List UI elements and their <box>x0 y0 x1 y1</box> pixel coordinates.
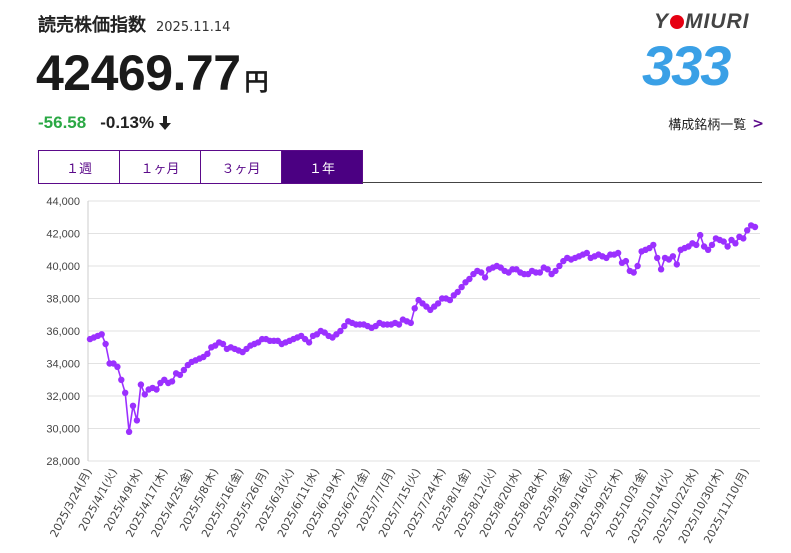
tab-1year[interactable]: １年 <box>282 150 363 184</box>
index-date: 2025.11.14 <box>156 20 231 35</box>
tab-label: ３ヶ月 <box>221 161 261 177</box>
tab-label: １ヶ月 <box>140 161 180 177</box>
data-point <box>466 275 473 283</box>
data-point <box>434 300 442 307</box>
data-point <box>98 331 105 338</box>
price-display: 42469.77 円 <box>36 44 269 102</box>
data-point <box>153 386 160 393</box>
logo-brand-left: Y <box>654 10 670 33</box>
data-point <box>204 350 211 357</box>
data-point <box>446 296 454 304</box>
data-point <box>704 246 712 253</box>
data-point <box>137 381 145 388</box>
data-point <box>407 319 414 327</box>
arrow-down-icon <box>159 116 172 130</box>
data-point <box>395 321 403 328</box>
index-line-chart: 28,000 30,000 32,000 34,000 36,000 38,000 40,0… <box>46 196 760 546</box>
data-point <box>751 223 759 231</box>
yomiuri-333-logo: Y MIURI 333 <box>640 8 765 100</box>
data-point <box>478 269 485 276</box>
data-point <box>720 238 727 245</box>
data-point <box>122 389 129 396</box>
y-tick-label: 34,000 <box>46 359 80 371</box>
index-price: 42469.77 <box>36 45 241 101</box>
y-tick-label: 42,000 <box>46 229 80 241</box>
data-point <box>133 417 141 424</box>
chevron-right-icon: > <box>752 115 764 132</box>
data-point <box>583 249 590 257</box>
constituents-label: 構成銘柄一覧 <box>668 118 747 133</box>
logo-number: 333 <box>642 34 731 97</box>
data-point <box>176 371 184 379</box>
price-unit: 円 <box>244 68 269 96</box>
data-point <box>411 305 418 312</box>
data-point <box>724 243 731 250</box>
data-point <box>180 366 188 374</box>
data-point <box>634 262 641 270</box>
data-point <box>536 269 544 276</box>
data-point <box>102 340 109 348</box>
data-point <box>693 241 700 249</box>
data-point <box>305 339 313 346</box>
data-point <box>669 253 677 260</box>
red-dot-icon <box>670 15 685 30</box>
data-point <box>732 240 739 247</box>
data-point <box>458 283 465 291</box>
header: 読売株価指数 2025.11.14 <box>38 11 230 37</box>
data-point <box>552 267 559 275</box>
y-tick-label: 38,000 <box>46 294 80 306</box>
data-point <box>114 363 121 370</box>
tab-divider <box>362 182 762 183</box>
data-point <box>630 269 637 276</box>
y-tick-label: 40,000 <box>46 261 80 273</box>
data-point <box>556 262 563 270</box>
index-title: 読売株価指数 <box>38 15 146 36</box>
tab-1month[interactable]: １ヶ月 <box>120 150 201 184</box>
data-point <box>744 227 751 234</box>
data-point <box>219 340 227 348</box>
tab-1week[interactable]: １週 <box>38 150 120 184</box>
data-point <box>673 261 680 268</box>
data-point <box>740 235 747 242</box>
data-point <box>650 241 657 249</box>
data-point <box>129 402 137 409</box>
data-point <box>337 327 344 335</box>
y-tick-label: 28,000 <box>46 456 80 468</box>
logo-brand: Y MIURI <box>654 10 750 34</box>
change-value: -56.58 <box>38 113 87 132</box>
data-point <box>654 254 661 262</box>
data-point <box>614 249 622 257</box>
y-tick-label: 30,000 <box>46 424 80 436</box>
period-tabs: １週 １ヶ月 ３ヶ月 １年 <box>38 150 363 184</box>
logo-brand-right: MIURI <box>685 10 750 33</box>
tab-3month[interactable]: ３ヶ月 <box>201 150 282 184</box>
data-point <box>118 376 125 383</box>
data-point <box>141 391 148 398</box>
data-point <box>481 274 489 281</box>
data-point <box>454 288 461 296</box>
y-tick-label: 44,000 <box>46 196 80 208</box>
data-point <box>125 428 133 435</box>
tab-label: １週 <box>65 161 92 177</box>
change-percent: -0.13% <box>100 113 155 132</box>
y-tick-label: 36,000 <box>46 326 80 338</box>
data-point <box>622 257 630 265</box>
data-point <box>697 231 704 239</box>
data-point <box>341 322 348 330</box>
data-point <box>708 241 716 249</box>
data-point <box>544 266 551 273</box>
y-tick-label: 32,000 <box>46 391 80 403</box>
tab-label: １年 <box>308 161 335 177</box>
constituents-link[interactable]: 構成銘柄一覧 > <box>668 114 764 134</box>
data-point <box>657 266 665 273</box>
data-point <box>168 378 176 385</box>
change-display: -56.58 -0.13% <box>38 113 172 133</box>
